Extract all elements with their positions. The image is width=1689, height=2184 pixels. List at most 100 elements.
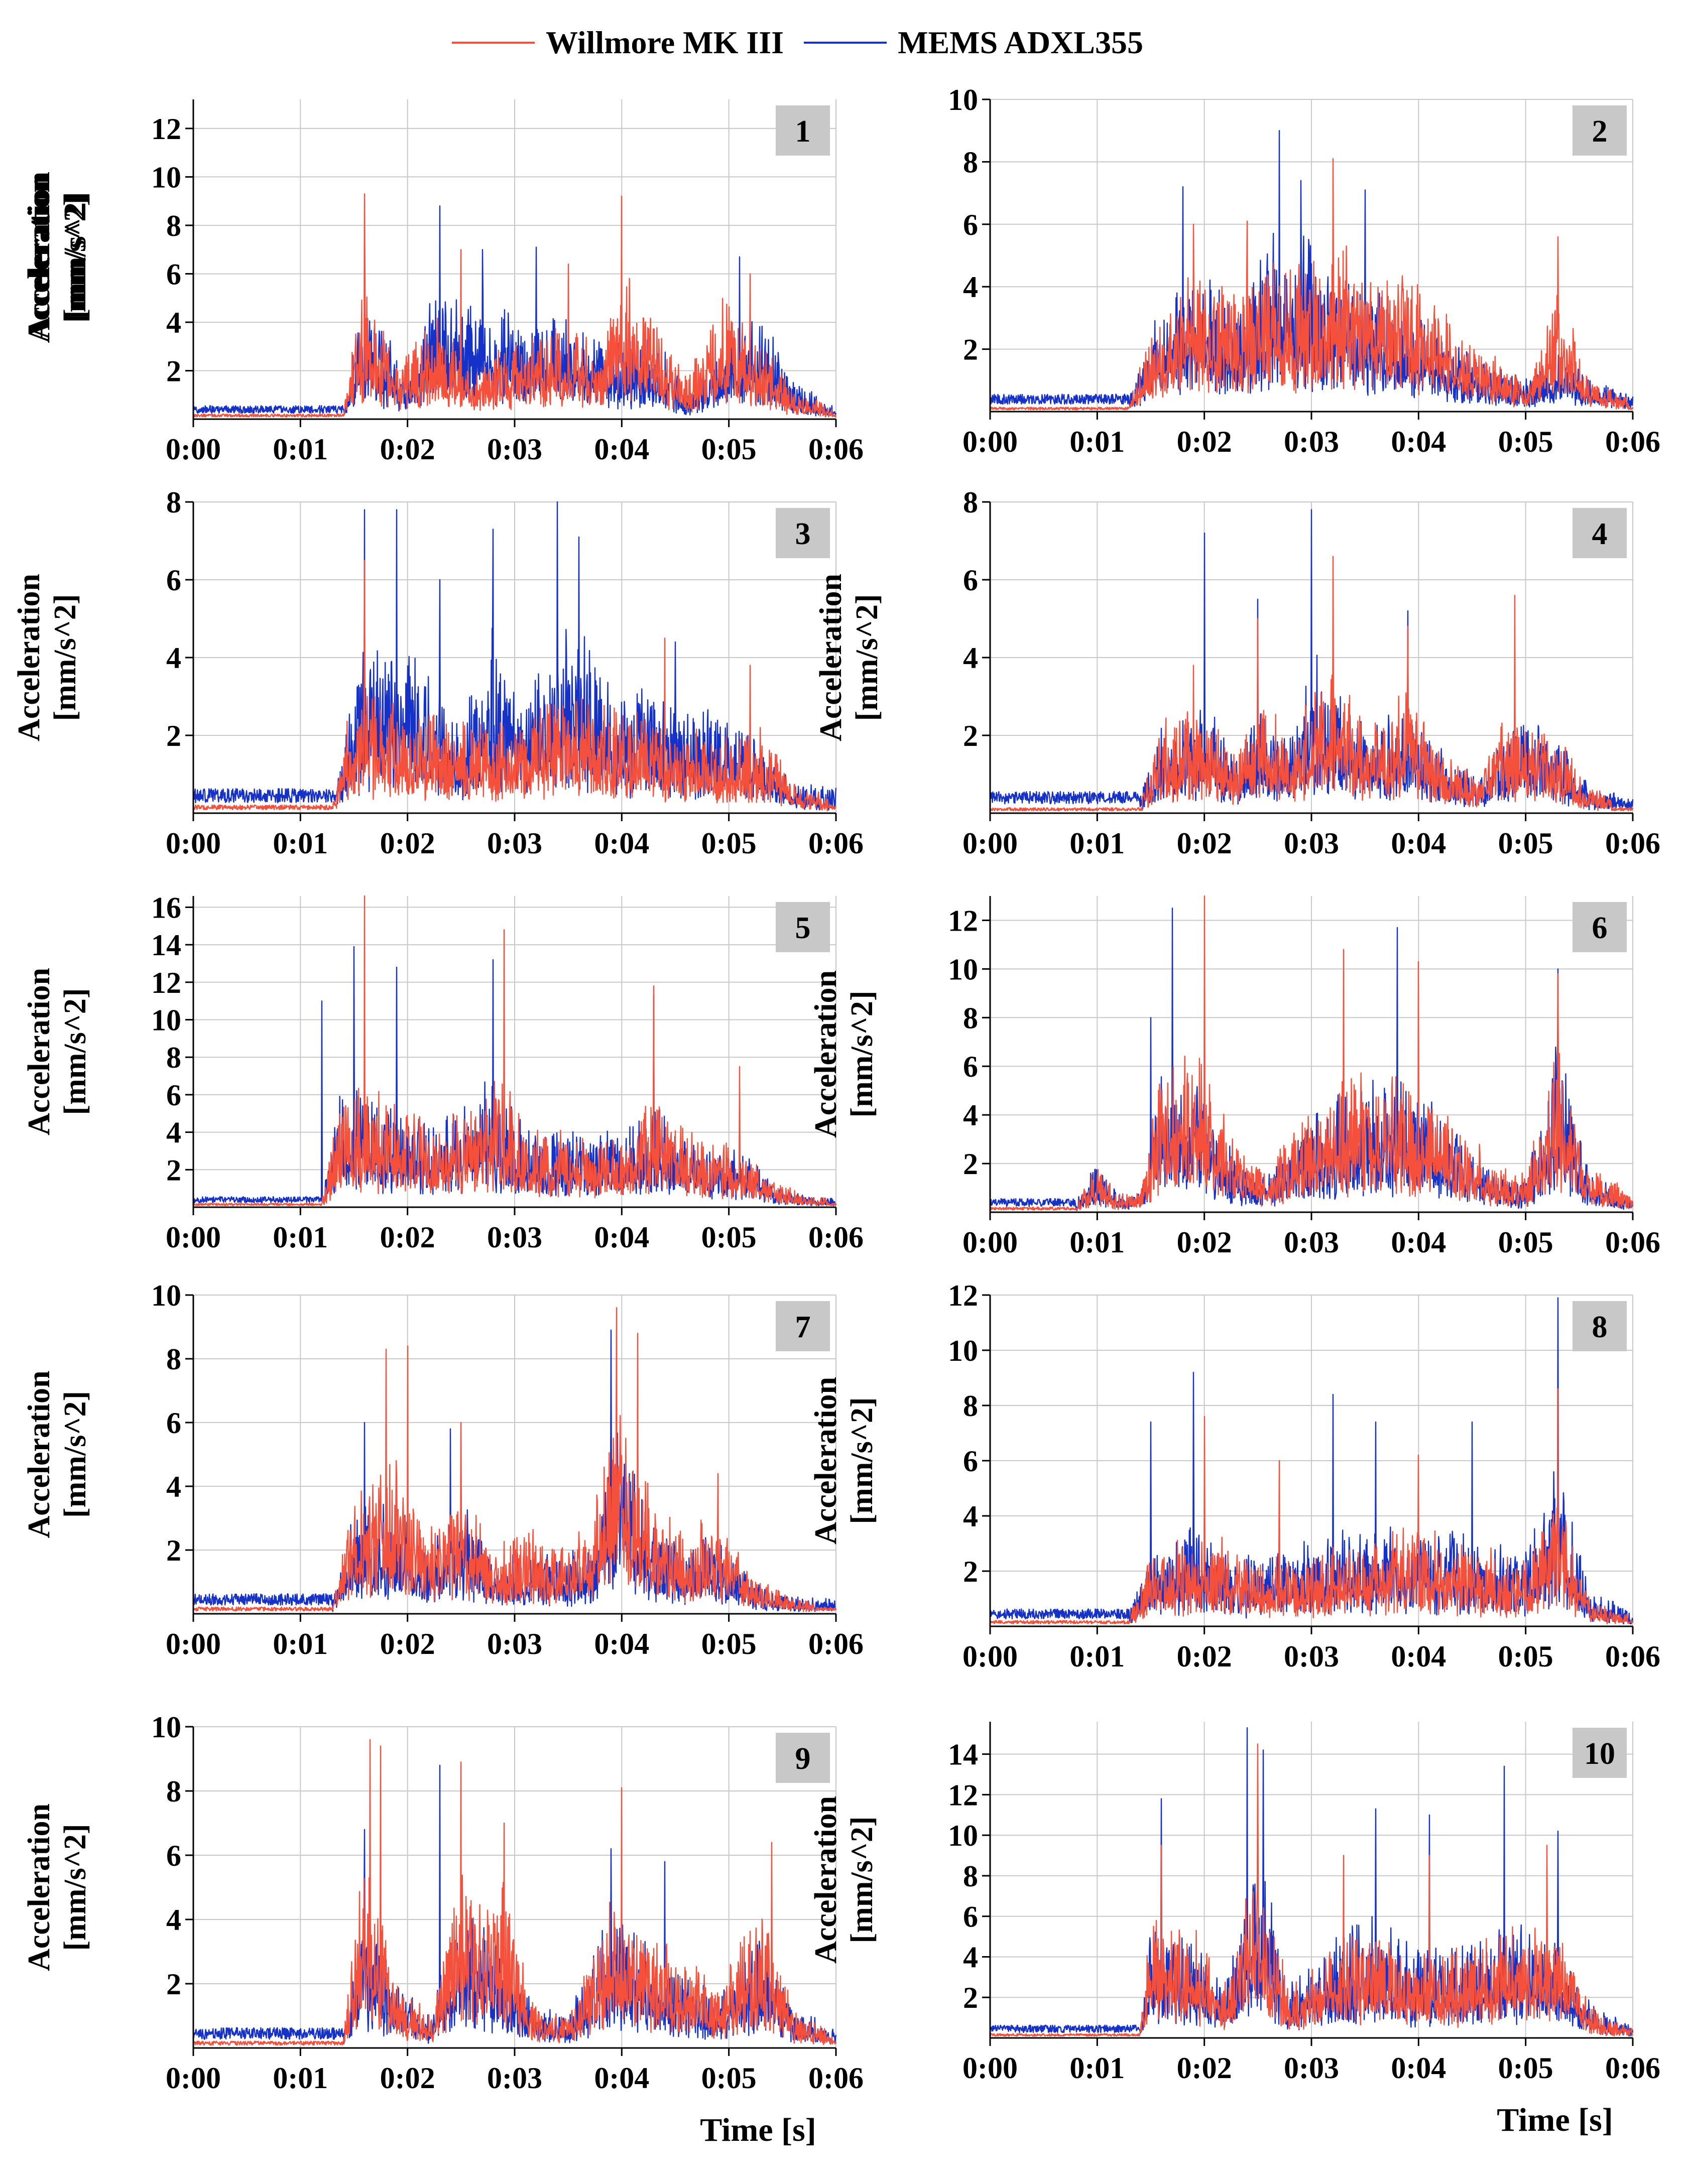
x-tick-label: 0:03 <box>487 433 542 466</box>
y-axis-title: Acceleration <box>12 574 46 741</box>
y-axis-title: Acceleration <box>809 1377 843 1545</box>
y-tick-label: 10 <box>948 953 978 986</box>
series-line-willmore <box>990 556 1634 812</box>
series-line-mems <box>193 205 837 417</box>
legend-line-willmore <box>452 42 535 44</box>
panel-badge <box>776 508 830 558</box>
x-tick-label: 0:02 <box>1177 1640 1232 1673</box>
x-tick-label: 0:02 <box>1177 425 1232 458</box>
y-tick-label: 6 <box>166 564 181 597</box>
y-axis-title: Acceleration <box>809 1796 843 1964</box>
y-tick-label: 10 <box>151 1004 181 1037</box>
x-tick-label: 0:01 <box>1069 1640 1125 1673</box>
x-tick-label: 0:05 <box>701 1221 757 1254</box>
y-tick-label: 6 <box>166 1079 181 1112</box>
y-axis-title: Acceleration <box>22 1371 56 1538</box>
x-tick-label: 0:06 <box>808 827 864 860</box>
x-tick-label: 0:02 <box>380 827 435 860</box>
panel-number: 3 <box>795 517 811 551</box>
x-tick-label: 0:06 <box>808 1627 864 1660</box>
x-tick-label: 0:05 <box>1498 425 1553 458</box>
x-tick-label: 0:03 <box>487 1221 542 1254</box>
y-tick-label: 2 <box>963 333 978 366</box>
x-tick-label: 0:00 <box>962 425 1018 458</box>
y-tick-label: 10 <box>948 1334 978 1367</box>
x-tick-label: 0:06 <box>1605 2051 1660 2085</box>
y-tick-label: 12 <box>151 112 181 146</box>
chart-panel-4: 0:00 0:01 0:02 0:03 0:04 0:05 0:06 2 4 6 8 Accelera… <box>814 486 1660 860</box>
panel-number: 8 <box>1592 1310 1608 1344</box>
x-tick-label: 0:05 <box>701 2062 757 2095</box>
x-tick-label: 0:05 <box>1498 2051 1553 2085</box>
x-tick-label: 0:04 <box>594 1627 649 1660</box>
chart-panel-1: 0:00 0:01 0:02 0:03 0:04 0:05 0:06 2 4 6 8 10 12 Acce… <box>22 99 864 466</box>
chart-panel-10: 0:00 0:01 0:02 0:03 0:04 0:05 0:06 2 4 6 8 10 12 14 Ac… <box>809 1722 1660 2138</box>
series-line-willmore <box>193 1739 837 2046</box>
chart-panel-7: 0:00 0:01 0:02 0:03 0:04 0:05 0:06 2 4 6 8 10 Accele… <box>22 1279 864 1660</box>
series-line-willmore <box>192 1307 837 1612</box>
panel-number: 1 <box>795 114 811 149</box>
x-tick-label: 0:01 <box>273 1627 328 1660</box>
series-line-mems <box>192 1764 837 2044</box>
panel-badge <box>1573 508 1627 558</box>
y-tick-label: 2 <box>166 1153 181 1187</box>
panel-number: 4 <box>1592 517 1608 551</box>
x-tick-label: 0:05 <box>701 1627 757 1660</box>
x-tick-label: 0:02 <box>380 433 435 466</box>
x-tick-label: 0:03 <box>1284 1640 1339 1673</box>
legend: Willmore MK III MEMS ADXL355 <box>452 20 1163 65</box>
panel-badge <box>776 1301 830 1351</box>
y-tick-label: 2 <box>166 354 181 388</box>
chart-panel-3: 0:00 0:01 0:02 0:03 0:04 0:05 0:06 2 4 6 8 Accelera… <box>12 486 864 860</box>
y-axis-title-units: [mm/s^2] <box>845 1817 879 1944</box>
x-tick-label: 0:06 <box>808 433 864 466</box>
y-tick-label: 2 <box>166 1968 181 2001</box>
x-tick-label: 0:03 <box>487 2062 542 2095</box>
legend-label-willmore: Willmore MK III <box>546 25 784 60</box>
x-axis-title: Time [s] <box>1497 2102 1613 2138</box>
x-tick-label: 0:04 <box>1391 1640 1446 1673</box>
panel-number: 6 <box>1592 911 1608 945</box>
x-tick-label: 0:06 <box>808 2062 864 2095</box>
x-tick-label: 0:04 <box>1391 827 1446 860</box>
x-tick-label: 0:04 <box>1391 2051 1446 2085</box>
y-tick-label: 6 <box>963 1900 978 1934</box>
y-tick-label: 4 <box>963 271 978 304</box>
x-tick-label: 0:05 <box>1498 1226 1553 1259</box>
legend-label-mems: MEMS ADXL355 <box>898 25 1143 60</box>
legend-line-mems <box>804 42 887 44</box>
chart-panel-9: 0:00 0:01 0:02 0:03 0:04 0:05 0:06 2 4 6 8 10 Accele… <box>22 1711 864 2148</box>
x-tick-label: 0:02 <box>1177 1226 1232 1259</box>
x-tick-label: 0:06 <box>808 1221 864 1254</box>
panel-badge <box>776 902 830 952</box>
panel-number: 10 <box>1584 1737 1615 1771</box>
panel-number: 2 <box>1592 114 1608 149</box>
y-tick-label: 4 <box>963 1099 978 1132</box>
x-tick-label: 0:06 <box>1605 1640 1660 1673</box>
y-tick-label: 6 <box>166 1839 181 1872</box>
y-tick-label: 4 <box>166 1116 181 1149</box>
y-axis-title-units: [mm/s^2] <box>845 991 879 1118</box>
y-tick-label: 4 <box>166 641 181 675</box>
y-axis-title-units: [mm/s^2] <box>58 192 92 319</box>
x-tick-label: 0:01 <box>273 2062 328 2095</box>
series-line-willmore <box>989 158 1634 411</box>
x-tick-label: 0:02 <box>380 1627 435 1660</box>
y-axis-title: Acceleration <box>22 176 56 343</box>
y-tick-label: 8 <box>166 486 181 519</box>
x-tick-label: 0:01 <box>273 1221 328 1254</box>
x-tick-label: 0:05 <box>1498 1640 1553 1673</box>
y-tick-label: 4 <box>166 1470 181 1503</box>
y-tick-label: 6 <box>166 1406 181 1440</box>
series-line-willmore <box>989 1388 1634 1625</box>
panel-number: 5 <box>795 911 811 945</box>
x-tick-label: 0:01 <box>273 827 328 860</box>
y-tick-label: 16 <box>151 891 181 924</box>
y-tick-label: 8 <box>166 209 181 242</box>
y-tick-label: 2 <box>166 719 181 752</box>
x-tick-label: 0:06 <box>1605 1226 1660 1259</box>
panel-number: 9 <box>795 1742 811 1776</box>
x-tick-label: 0:03 <box>487 827 542 860</box>
x-tick-label: 0:02 <box>1177 2051 1232 2085</box>
